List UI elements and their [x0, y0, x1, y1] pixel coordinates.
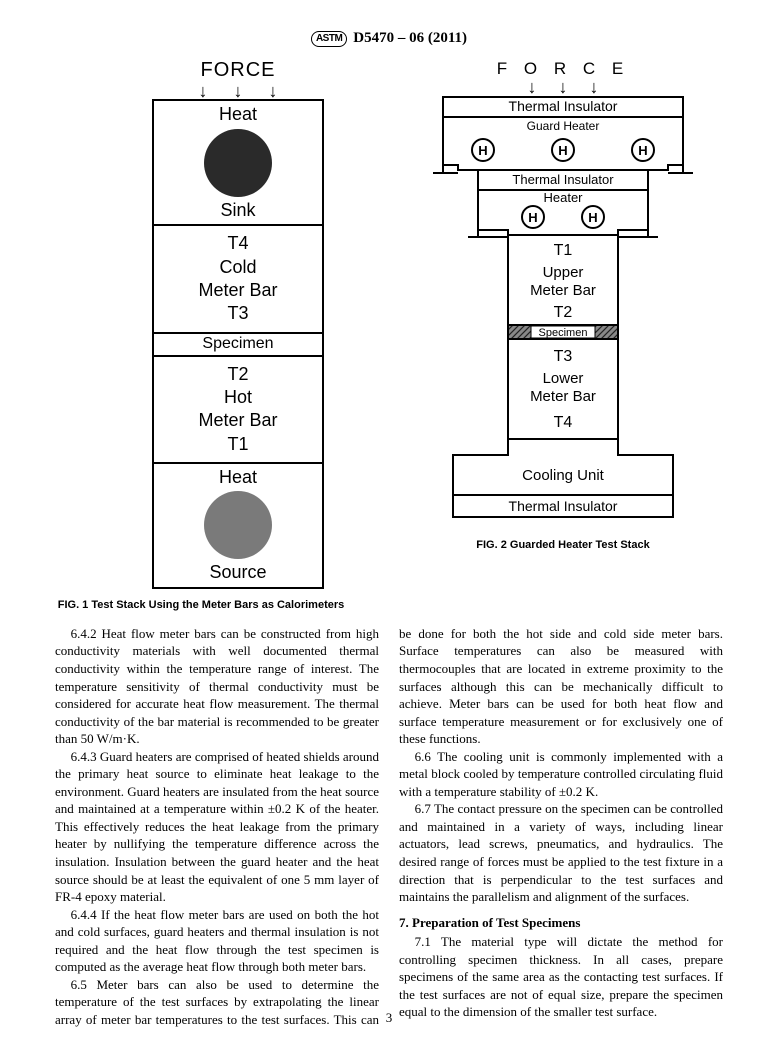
fig1-heat-sink: Heat Sink: [154, 101, 322, 226]
fig1-heat-source: Heat Source: [154, 464, 322, 587]
fig1-grey-circle-icon: [204, 491, 272, 559]
fig2-guard-heater: Guard Heater: [527, 119, 600, 133]
body-text: 6.4.2 Heat flow meter bars can be constr…: [55, 625, 723, 1029]
fig2-ti-top: Thermal Insulator: [509, 98, 618, 114]
fig2-meter-bar: Meter Bar: [530, 388, 596, 405]
para-67: 6.7 The contact pressure on the specimen…: [399, 800, 723, 905]
para-71: 7.1 The material type will dictate the m…: [399, 933, 723, 1021]
down-arrow-icon: ↓: [528, 80, 537, 94]
fig1-t3: T3: [154, 302, 322, 325]
para-643: 6.4.3 Guard heaters are comprised of hea…: [55, 748, 379, 906]
para-642: 6.4.2 Heat flow meter bars can be constr…: [55, 625, 379, 748]
fig1-t2: T2: [154, 363, 322, 386]
fig2-H: H: [478, 143, 487, 158]
fig1-specimen: Specimen: [154, 334, 322, 357]
fig2-diagram: Thermal Insulator Guard Heater H H H The…: [413, 95, 713, 525]
para-66: 6.6 The cooling unit is commonly impleme…: [399, 748, 723, 801]
fig1-heat-label: Heat: [154, 466, 322, 489]
fig1-meter-bar: Meter Bar: [154, 279, 322, 302]
fig2-H: H: [588, 210, 597, 225]
fig2-lower: Lower: [543, 370, 584, 387]
fig1-hot-meter-bar: T2 Hot Meter Bar T1: [154, 357, 322, 465]
down-arrow-icon: ↓: [234, 84, 243, 98]
fig1-t1: T1: [154, 433, 322, 456]
fig1-dark-circle-icon: [204, 129, 272, 197]
fig2-t1: T1: [554, 242, 573, 259]
fig1-arrows: ↓ ↓ ↓: [152, 84, 324, 98]
fig1-source-label: Source: [154, 561, 322, 584]
fig2-ti-2: Thermal Insulator: [512, 172, 614, 187]
fig2-specimen: Specimen: [539, 327, 588, 339]
section-7-heading: 7. Preparation of Test Specimens: [399, 914, 723, 932]
page-number: 3: [0, 1010, 778, 1026]
fig2-H: H: [528, 210, 537, 225]
fig1-cold-meter-bar: T4 Cold Meter Bar T3: [154, 226, 322, 334]
fig1-sink-label: Sink: [154, 199, 322, 222]
fig1-heat-label: Heat: [154, 103, 322, 126]
fig2-t3: T3: [554, 348, 573, 365]
fig2-force-label: F O R C E: [413, 59, 713, 79]
down-arrow-icon: ↓: [559, 80, 568, 94]
figure-1: FORCE ↓ ↓ ↓ Heat Sink T4 Cold Meter B: [115, 59, 361, 611]
fig2-H: H: [638, 143, 647, 158]
page-header: ASTM D5470 – 06 (2011): [55, 30, 723, 47]
figures-row: FORCE ↓ ↓ ↓ Heat Sink T4 Cold Meter B: [55, 59, 723, 611]
fig2-upper: Upper: [543, 264, 584, 281]
fig1-force-label: FORCE: [152, 59, 324, 82]
fig2-ti-bottom: Thermal Insulator: [509, 498, 618, 514]
down-arrow-icon: ↓: [199, 84, 208, 98]
fig2-t2: T2: [554, 304, 573, 321]
fig1-hot: Hot: [154, 386, 322, 409]
figure-2: F O R C E ↓ ↓ ↓: [413, 59, 713, 551]
fig1-meter-bar: Meter Bar: [154, 409, 322, 432]
fig2-meter-bar: Meter Bar: [530, 282, 596, 299]
down-arrow-icon: ↓: [590, 80, 599, 94]
fig1-t4: T4: [154, 232, 322, 255]
para-644: 6.4.4 If the heat flow meter bars are us…: [55, 906, 379, 976]
fig2-caption: FIG. 2 Guarded Heater Test Stack: [476, 539, 649, 551]
fig2-heater: Heater: [543, 190, 583, 205]
page: ASTM D5470 – 06 (2011) FORCE ↓ ↓ ↓ Heat …: [0, 0, 778, 1041]
astm-logo: ASTM: [311, 31, 347, 47]
doc-number: D5470 – 06 (2011): [353, 30, 467, 47]
fig2-cooling-unit: Cooling Unit: [522, 467, 605, 484]
fig2-arrows: ↓ ↓ ↓: [413, 80, 713, 94]
fig2-t4: T4: [554, 414, 573, 431]
down-arrow-icon: ↓: [269, 84, 278, 98]
fig2-H: H: [558, 143, 567, 158]
fig1-stack: Heat Sink T4 Cold Meter Bar T3 Specimen …: [152, 99, 324, 588]
fig1-caption: FIG. 1 Test Stack Using the Meter Bars a…: [41, 599, 361, 611]
fig1-cold: Cold: [154, 256, 322, 279]
